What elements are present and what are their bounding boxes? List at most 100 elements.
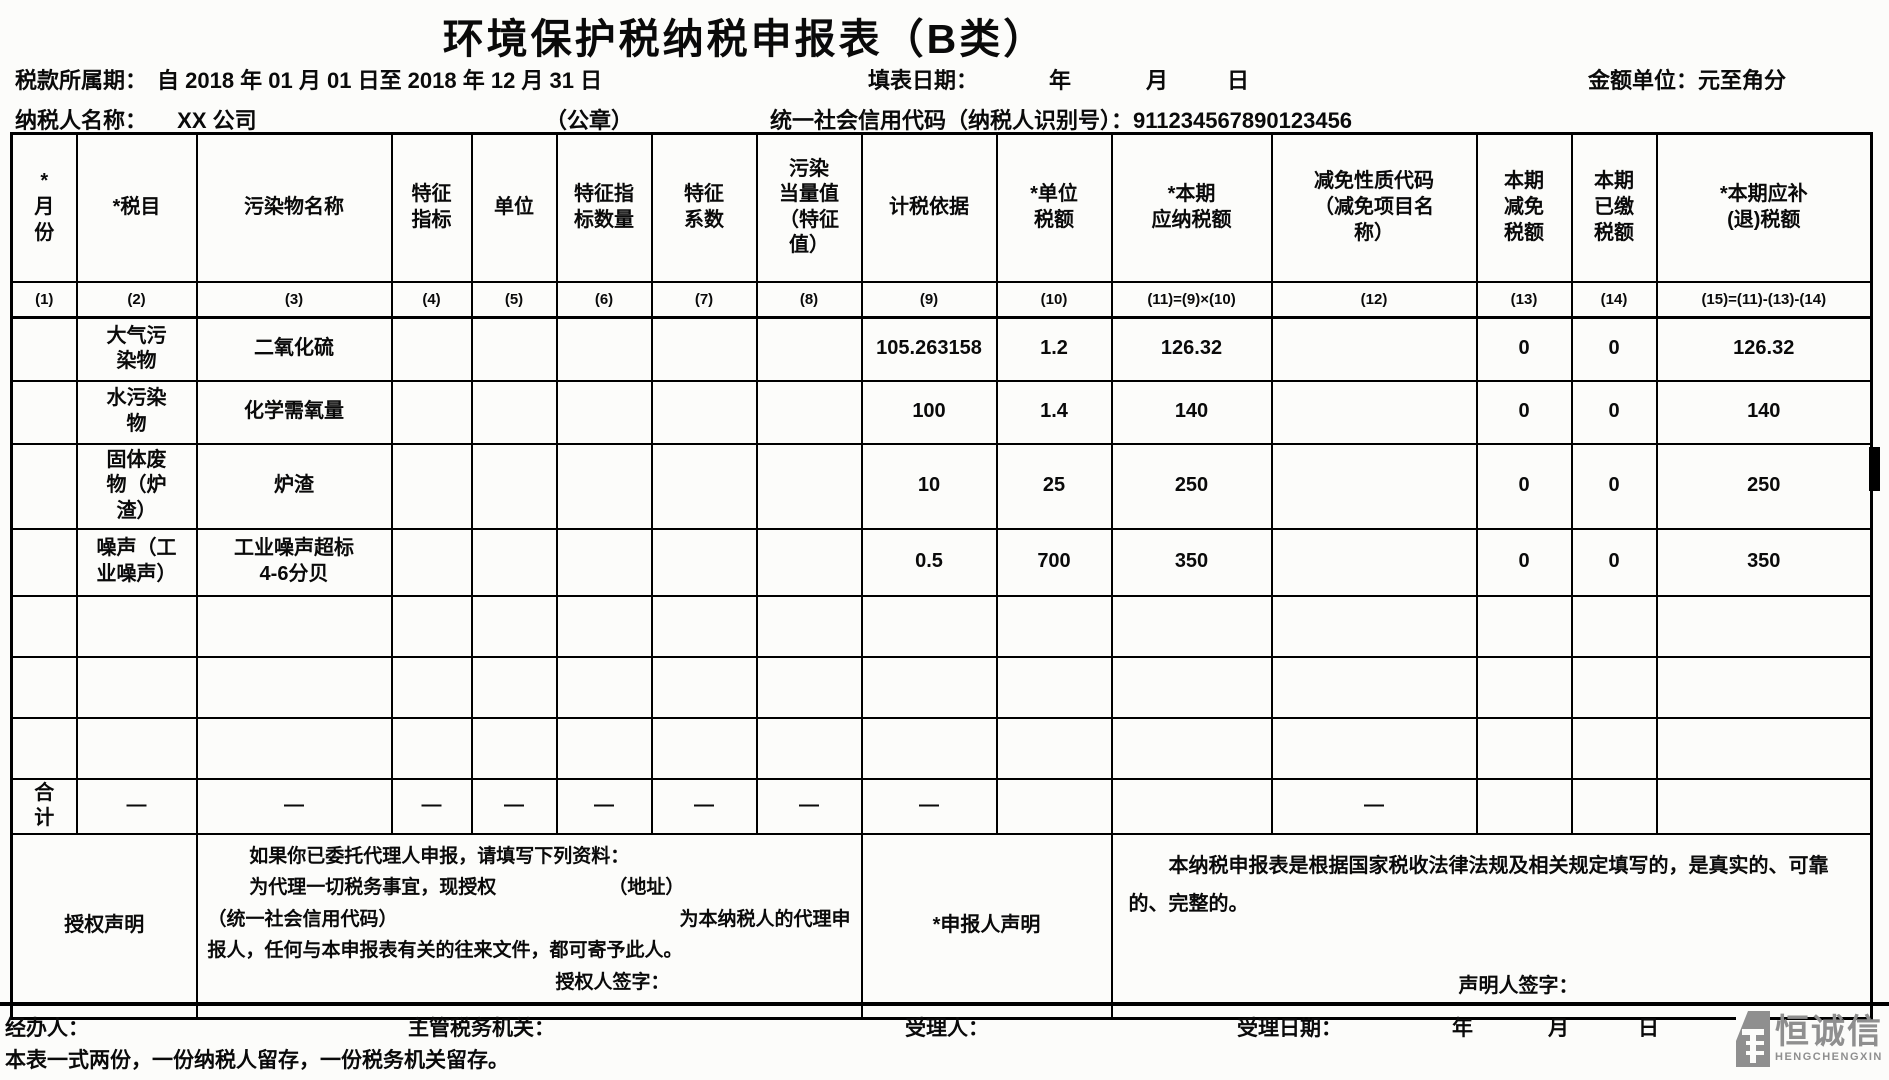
table-cell: 105.263158 [860,316,998,382]
table-cell: — [195,777,393,835]
table-cell [470,594,558,658]
table-cell [1475,716,1573,780]
table-header: * 月 份 *税目 污染物名称 特征 指标 单位 特征指 标数量 特征 系数 污染 当量值 （… [10,132,1873,319]
table-cell [390,594,473,658]
column-number: (5) [470,280,558,319]
table-cell [390,442,473,530]
table-row: 大气污 染物 二氧化硫 105.263158 1.2 126.32 0 0 126.32 [10,316,1873,382]
table-cell [470,655,558,719]
declarant-statement-text: 本纳税申报表是根据国家税收法律法规及相关规定填写的，是真实的、可靠的、完整的。 … [1110,832,1873,1020]
column-header: 污染物名称 [195,132,393,283]
table-cell: 350 [1110,527,1273,597]
seal-placeholder: （公章） [545,108,634,133]
table-cell: — [860,777,998,835]
table-cell [555,594,653,658]
table-cell: 700 [995,527,1113,597]
table-cell [1270,316,1478,382]
column-header: * 月 份 [10,132,78,283]
table-cell [195,655,393,719]
table-row [10,716,1873,780]
table-cell [1570,777,1658,835]
scan-artifact-mark [1869,447,1880,491]
table-cell [650,527,758,597]
table-row: 水污染 物化学需氧量 100 1.4 140 0 0 140 [10,379,1873,445]
column-number: (7) [650,280,758,319]
table-cell [195,594,393,658]
table-cell [650,379,758,445]
table-cell [650,655,758,719]
table-cell: — [75,777,198,835]
column-number: (4) [390,280,473,319]
table-cell [995,655,1113,719]
declaration-body: 本纳税申报表是根据国家税收法律法规及相关规定填写的，是真实的、可靠的、完整的。 [1128,854,1829,915]
column-header: *税目 [75,132,198,283]
column-header: 特征指 标数量 [555,132,653,283]
table-cell [1270,442,1478,530]
table-cell: — [390,777,473,835]
table-cell [10,379,78,445]
fill-date-year: 年 [1049,68,1072,93]
page-title: 环境保护税纳税申报表（B类） [442,16,1048,62]
authorization-credit-label: （统一社会信用代码） [207,908,398,930]
credit-code-line: 统一社会信用代码（纳税人识别号）：911234567890123456 [770,103,1352,135]
table-cell [995,716,1113,780]
table-cell: 126.32 [1655,316,1873,382]
column-header: *本期应补 (退)税额 [1655,132,1873,283]
authorizer-signature-label: 授权人签字： [555,971,670,993]
column-number: (9) [860,280,998,319]
column-number: (11)=(9)×(10) [1110,280,1273,319]
table-cell [10,442,78,530]
table-cell [1655,716,1873,780]
logo-name-cn: 恒诚信 [1775,1013,1883,1051]
table-cell [555,316,653,382]
table-cell [10,594,78,658]
table-cell [650,716,758,780]
table-cell [995,594,1113,658]
table-cell [1570,716,1658,780]
table-cell: 250 [1110,442,1273,530]
table-cell [650,594,758,658]
column-header: 减免性质代码 （减免项目名 称） [1270,132,1478,283]
tax-period-line: 税款所属期： 自 2018 年 01 月 01 日至 2018 年 12 月 31… [15,63,612,95]
table-cell [1570,594,1658,658]
table-cell: 噪声（工 业噪声） [75,527,198,597]
statement-row: 授权声明 如果你已委托代理人申报，请填写下列资料： 为代理一切税务事宜，现授权 （… [10,832,1873,1020]
table-cell [390,716,473,780]
table-cell [555,716,653,780]
table-cell: 固体废 物（炉 渣） [75,442,198,530]
table-cell: 0 [1570,527,1658,597]
table-cell [555,442,653,530]
column-header: 单位 [470,132,558,283]
table-cell: 0 [1475,442,1573,530]
fill-date-label: 填表日期： [868,68,979,93]
table-cell [390,379,473,445]
table-cell: 0.5 [860,527,998,597]
table-cell: 140 [1110,379,1273,445]
table-cell [1270,527,1478,597]
taxpayer-name-line: 纳税人名称： XX 公司 [15,103,257,135]
acceptor-label: 受理人： [905,1017,989,1040]
table-cell [1655,594,1873,658]
table-cell: 水污染 物 [75,379,198,445]
table-cell [1570,655,1658,719]
table-row: 固体废 物（炉 渣） 炉渣 10 25 250 0 0 250 [10,442,1873,530]
table-cell: 1.2 [995,316,1113,382]
table-cell: 126.32 [1110,316,1273,382]
column-number-row: (1) (2) (3) (4) (5) (6) (7) (8) (9) (10) (11)=(9)×… [10,280,1873,319]
table-cell: 工业噪声超标 4-6分贝 [195,527,393,597]
fill-date-month: 月 [1146,68,1169,93]
table-cell [860,716,998,780]
table-cell [650,442,758,530]
table-cell [1655,777,1873,835]
declarant-statement-label: *申报人声明 [860,832,1113,1020]
table-cell: 二氧化硫 [195,316,393,382]
fill-date-day: 日 [1227,68,1250,93]
table-cell [555,655,653,719]
table-cell: 25 [995,442,1113,530]
column-number: (14) [1570,280,1658,319]
table-cell: — [555,777,653,835]
table-bottom-rule [0,1002,1889,1006]
table-cell [10,655,78,719]
column-number: (6) [555,280,653,319]
table-cell [995,777,1113,835]
